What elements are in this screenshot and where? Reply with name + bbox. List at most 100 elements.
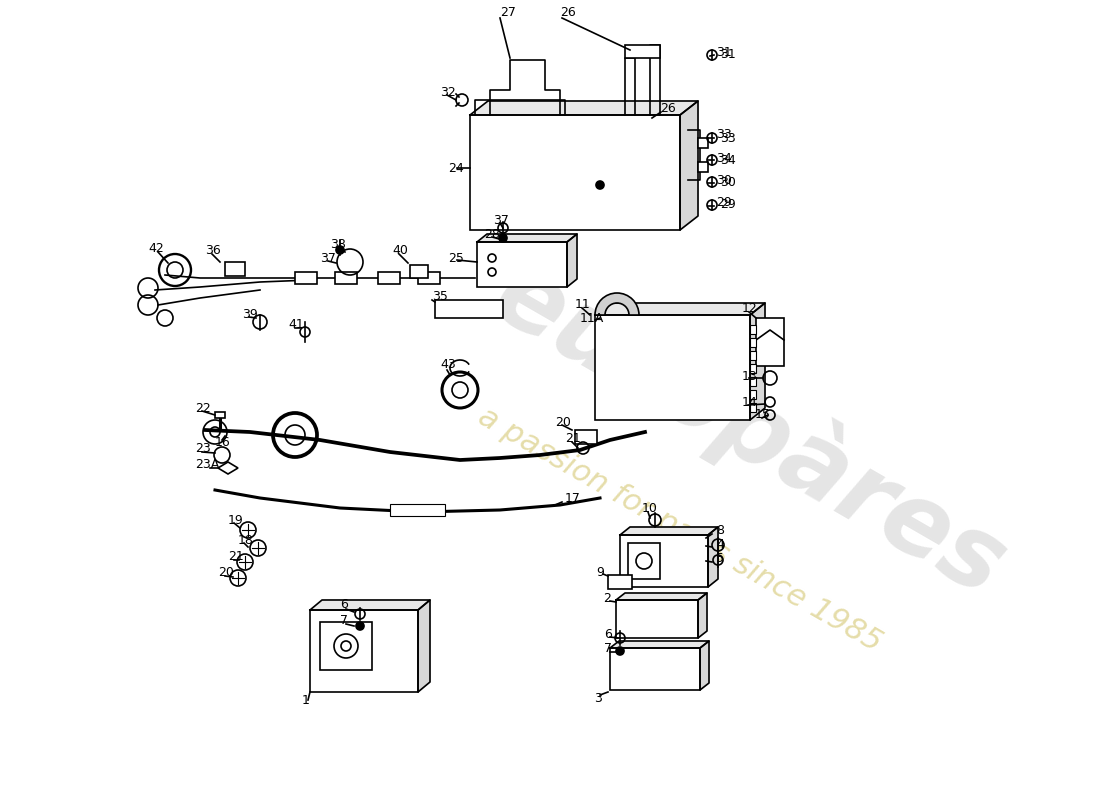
- Text: 21: 21: [228, 550, 244, 562]
- Text: 7: 7: [604, 642, 612, 655]
- Bar: [628, 543, 660, 579]
- Text: 28: 28: [484, 227, 499, 241]
- Bar: [336, 272, 358, 284]
- Text: 22: 22: [195, 402, 211, 414]
- Text: 26: 26: [660, 102, 675, 114]
- Text: 2: 2: [603, 591, 611, 605]
- Polygon shape: [566, 234, 578, 287]
- Polygon shape: [310, 600, 430, 610]
- Polygon shape: [595, 303, 764, 315]
- Text: 40: 40: [392, 243, 408, 257]
- Text: 31: 31: [720, 49, 736, 62]
- Circle shape: [499, 234, 507, 242]
- Text: 20: 20: [556, 415, 571, 429]
- Bar: [226, 262, 245, 276]
- Text: europàres: europàres: [476, 242, 1023, 618]
- Bar: [434, 300, 503, 318]
- Bar: [470, 115, 680, 230]
- Bar: [608, 575, 632, 589]
- Polygon shape: [477, 234, 578, 242]
- Text: 17: 17: [565, 491, 581, 505]
- Text: 10: 10: [642, 502, 658, 514]
- Text: 14: 14: [742, 397, 758, 410]
- Text: 13: 13: [742, 370, 758, 383]
- Text: 29: 29: [720, 198, 736, 211]
- Text: 9: 9: [596, 566, 604, 578]
- Text: 33: 33: [720, 131, 736, 145]
- Bar: [750, 338, 756, 347]
- Text: 25: 25: [448, 251, 464, 265]
- Text: 23: 23: [195, 442, 211, 455]
- Text: 39: 39: [242, 307, 257, 321]
- Bar: [410, 265, 428, 278]
- Bar: [750, 364, 756, 373]
- Polygon shape: [708, 527, 718, 587]
- Circle shape: [336, 246, 344, 254]
- Text: a passion for parts since 1985: a passion for parts since 1985: [473, 402, 887, 658]
- Text: 27: 27: [500, 6, 516, 18]
- Bar: [610, 648, 700, 690]
- Text: 12: 12: [742, 302, 758, 314]
- Text: 33: 33: [716, 129, 732, 142]
- Text: 30: 30: [720, 175, 736, 189]
- Wedge shape: [595, 293, 639, 315]
- Bar: [575, 430, 597, 444]
- Text: 18: 18: [238, 534, 254, 546]
- Text: 37: 37: [320, 251, 336, 265]
- Text: 37: 37: [493, 214, 509, 226]
- Bar: [418, 272, 440, 284]
- Text: 19: 19: [228, 514, 244, 526]
- Text: 4: 4: [716, 538, 724, 550]
- Polygon shape: [470, 101, 698, 115]
- Text: 7: 7: [340, 614, 348, 627]
- Bar: [750, 351, 756, 360]
- Text: 15: 15: [755, 409, 771, 422]
- Polygon shape: [218, 462, 238, 474]
- Bar: [750, 390, 756, 399]
- Text: 23A: 23A: [195, 458, 219, 471]
- Bar: [310, 610, 418, 692]
- Text: 38: 38: [330, 238, 345, 250]
- Polygon shape: [680, 101, 698, 230]
- Polygon shape: [620, 527, 718, 535]
- Text: 1: 1: [302, 694, 310, 706]
- Bar: [378, 272, 400, 284]
- Text: 26: 26: [560, 6, 575, 18]
- Text: 8: 8: [716, 523, 724, 537]
- Text: 6: 6: [340, 598, 348, 611]
- Polygon shape: [616, 593, 707, 600]
- Polygon shape: [610, 641, 710, 648]
- Bar: [625, 45, 660, 58]
- Text: 21: 21: [565, 431, 581, 445]
- Text: 20: 20: [218, 566, 234, 578]
- Polygon shape: [698, 593, 707, 638]
- Text: 34: 34: [720, 154, 736, 166]
- Text: 31: 31: [716, 46, 732, 58]
- Bar: [616, 600, 699, 638]
- Bar: [390, 504, 446, 516]
- Bar: [750, 377, 756, 386]
- Bar: [698, 162, 708, 172]
- Text: 30: 30: [716, 174, 732, 186]
- Polygon shape: [750, 303, 764, 420]
- Text: 5: 5: [716, 553, 724, 566]
- Bar: [756, 318, 784, 366]
- Text: 11: 11: [575, 298, 591, 311]
- Text: 36: 36: [205, 243, 221, 257]
- Bar: [620, 535, 708, 587]
- Circle shape: [596, 181, 604, 189]
- Text: 43: 43: [440, 358, 455, 371]
- Text: 3: 3: [594, 691, 602, 705]
- Bar: [295, 272, 317, 284]
- Bar: [477, 242, 566, 287]
- Bar: [595, 315, 750, 420]
- Circle shape: [356, 622, 364, 630]
- Bar: [214, 412, 225, 418]
- Text: 6: 6: [604, 627, 612, 641]
- Polygon shape: [700, 641, 710, 690]
- Bar: [750, 403, 756, 412]
- Text: 29: 29: [716, 197, 732, 210]
- Text: 24: 24: [448, 162, 464, 174]
- Bar: [698, 138, 708, 148]
- Polygon shape: [418, 600, 430, 692]
